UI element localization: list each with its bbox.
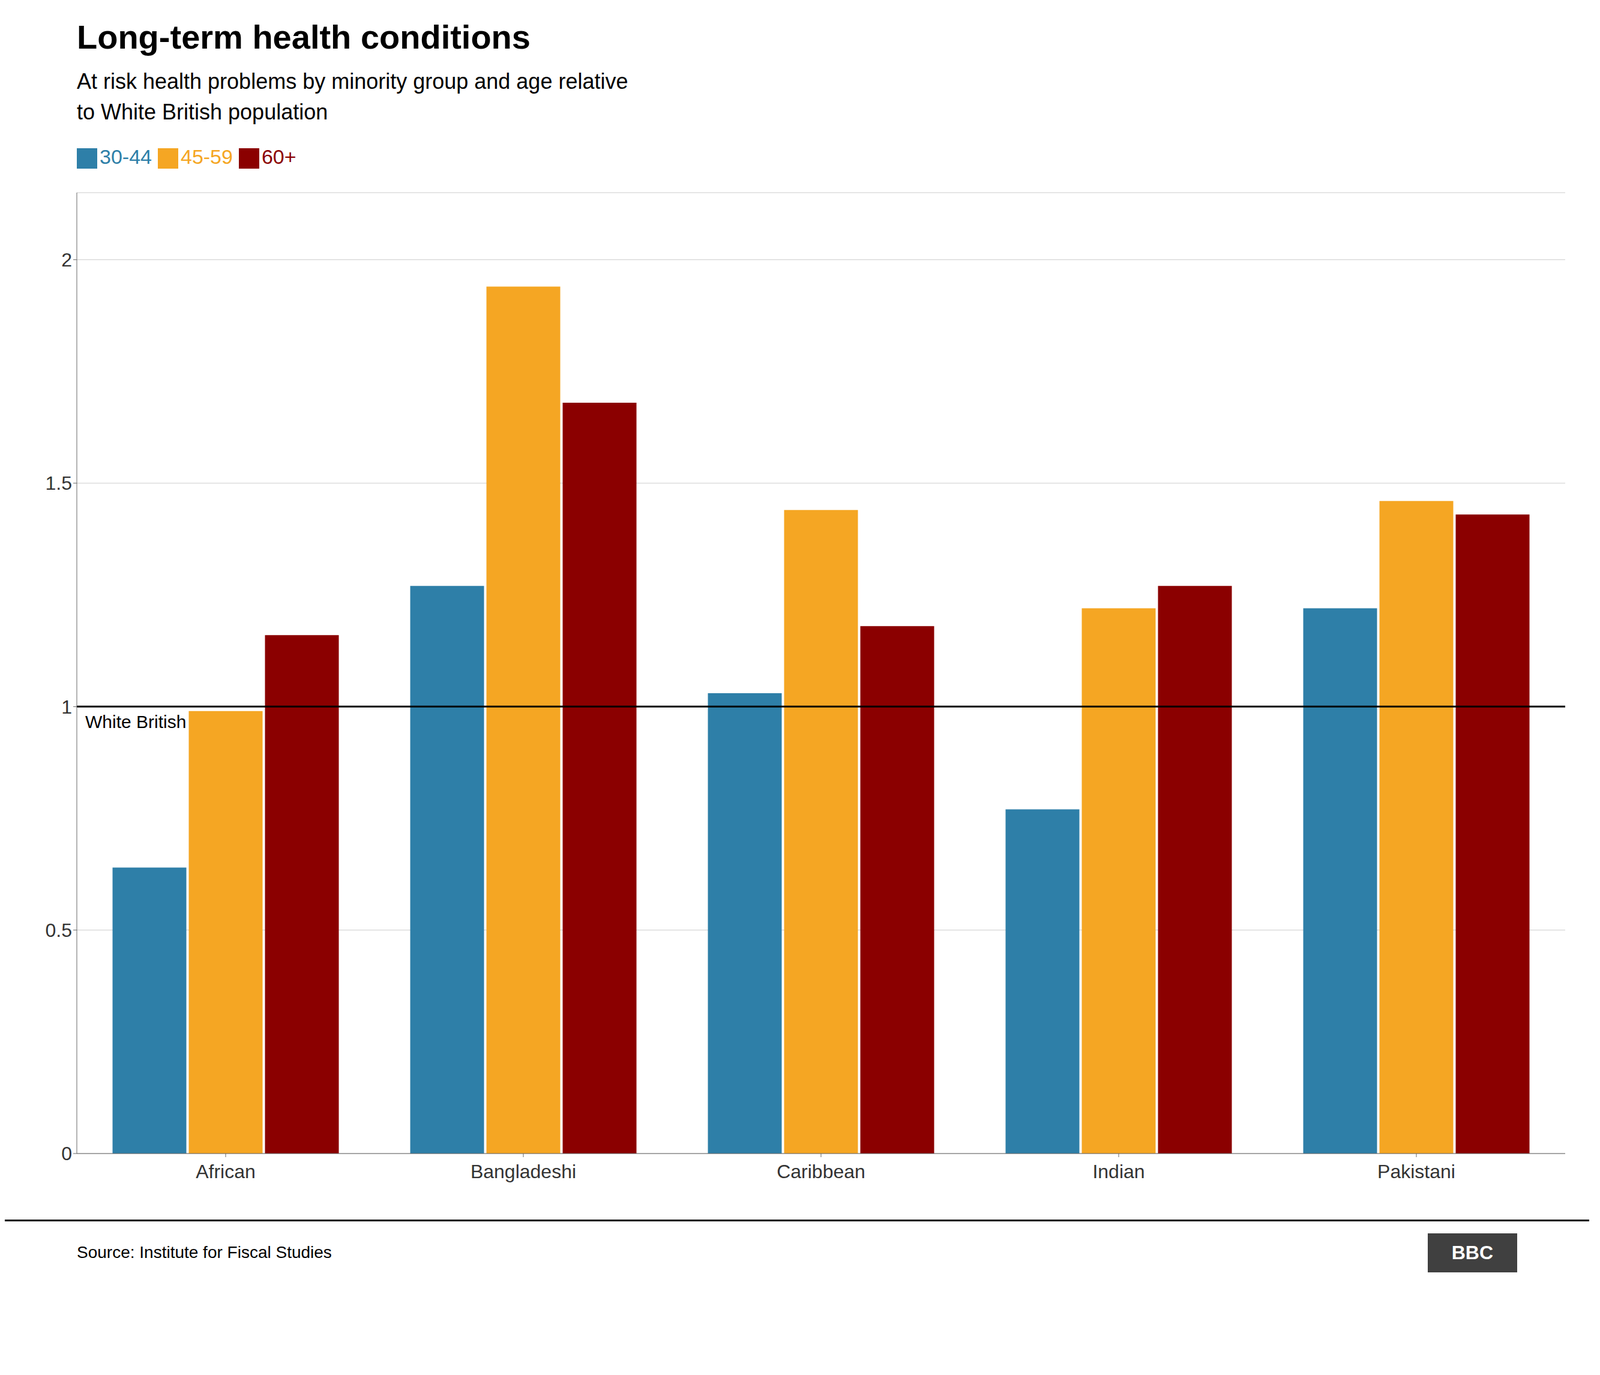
svg-text:1.5: 1.5 [45,472,73,494]
svg-text:Caribbean: Caribbean [776,1160,866,1183]
svg-text:Pakistani: Pakistani [1377,1160,1456,1183]
svg-text:0.5: 0.5 [45,919,73,942]
html-text:30-44: 30-44 [99,145,152,169]
html-text:Long-term health conditions: Long-term health conditions [76,18,531,56]
svg-text:Bangladeshi: Bangladeshi [470,1160,577,1183]
html-text:BBC: BBC [1451,1241,1494,1264]
svg-text:White British: White British [85,711,187,732]
html-text:60+: 60+ [261,145,297,169]
html-text:Source: Institute for Fiscal S: Source: Institute for Fiscal Studies [76,1243,332,1262]
svg-text:2: 2 [61,249,73,271]
svg-text:Indian: Indian [1092,1160,1145,1183]
html-text:45-59: 45-59 [180,145,233,169]
html-text:to White British population: to White British population [76,99,328,124]
svg-text:0: 0 [61,1142,73,1165]
html-text:At risk health problems by min: At risk health problems by minority grou… [76,69,629,94]
svg-text:African: African [195,1160,256,1183]
svg-text:1: 1 [61,696,73,718]
